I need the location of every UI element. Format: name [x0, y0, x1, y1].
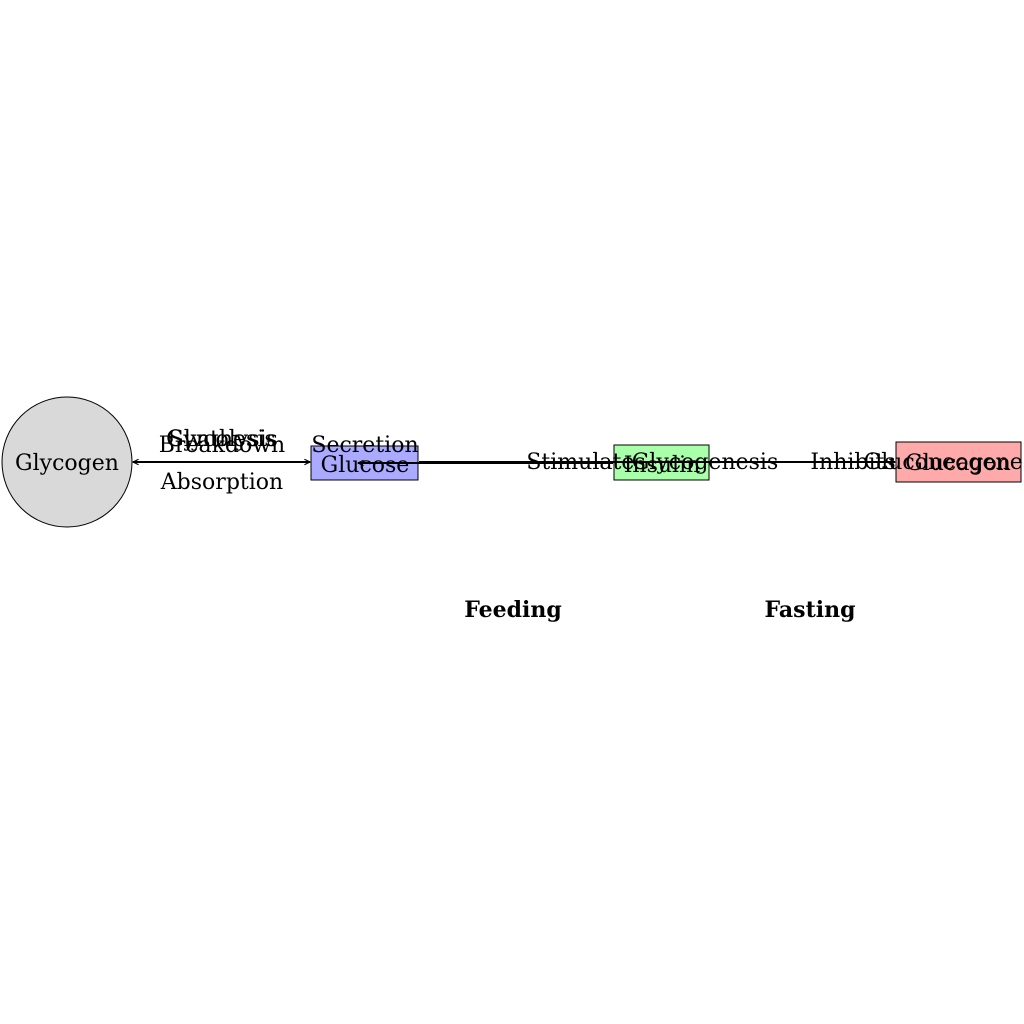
glucose-label: Glucose	[321, 453, 410, 478]
inhibits-label: Inhibits	[810, 450, 895, 475]
fasting-state-label: Fasting	[765, 597, 856, 623]
secretion-label: Secretion	[311, 433, 418, 458]
glycolysis-label: Glycolysis	[166, 427, 278, 452]
feeding-state-label: Feeding	[464, 597, 562, 623]
glycogenesis-label: Glycogenesis	[632, 450, 779, 475]
synthesis-label: Synthesis	[168, 427, 275, 452]
stimulates-label: Stimulates	[526, 450, 645, 475]
absorption-label: Absorption	[160, 470, 283, 495]
glycogen-label: Glycogen	[15, 451, 119, 476]
breakdown-label: Breakdown	[159, 433, 285, 458]
glucagon-label: Glucagon	[905, 451, 1011, 476]
glycogen-node	[1, 396, 133, 528]
gluconeogenesis-label: Gluconeogenesis	[864, 450, 1024, 475]
glucagon-node	[895, 441, 1022, 483]
insulin-label: Insulin	[624, 453, 701, 478]
